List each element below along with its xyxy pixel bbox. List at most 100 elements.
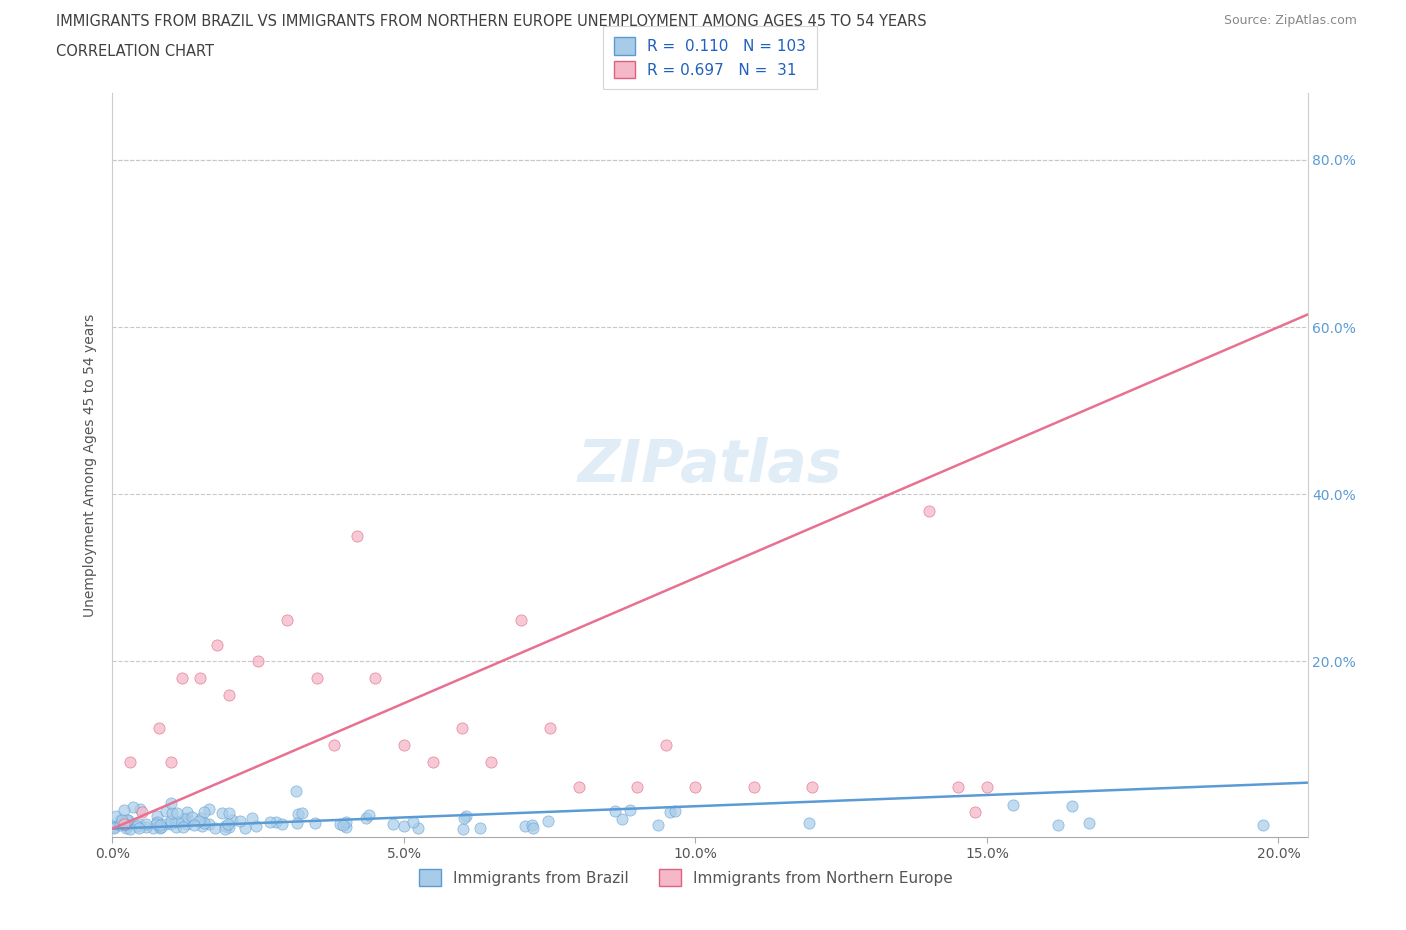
Point (422, 754, 444, 769)
Point (148, 721, 170, 736)
Point (176, 817, 198, 831)
Point (359, 808, 381, 823)
Point (180, 809, 202, 824)
Point (245, 818, 267, 833)
Legend: Immigrants from Brazil, Immigrants from Northern Europe: Immigrants from Brazil, Immigrants from … (413, 863, 959, 893)
Point (127, 818, 149, 833)
Point (129, 801, 152, 816)
Point (118, 821, 141, 836)
Point (172, 820, 194, 835)
Point (167, 815, 190, 830)
Point (335, 814, 357, 829)
Point (287, 806, 309, 821)
Point (965, 804, 987, 819)
Point (568, 779, 591, 794)
Text: IMMIGRANTS FROM BRAZIL VS IMMIGRANTS FROM NORTHERN EUROPE UNEMPLOYMENT AMONG AGE: IMMIGRANTS FROM BRAZIL VS IMMIGRANTS FRO… (56, 14, 927, 29)
Point (211, 806, 233, 821)
Point (159, 795, 181, 810)
Point (801, 779, 824, 794)
Text: CORRELATION CHART: CORRELATION CHART (56, 44, 214, 59)
Point (204, 820, 226, 835)
Point (108, 817, 131, 832)
Point (103, 820, 125, 835)
Point (176, 811, 198, 826)
Point (128, 821, 150, 836)
Point (451, 721, 474, 736)
Point (149, 820, 172, 835)
Point (509, 612, 531, 627)
Point (160, 805, 183, 820)
Point (188, 671, 211, 685)
Point (305, 671, 328, 685)
Point (173, 811, 195, 826)
Point (240, 810, 263, 825)
Point (115, 817, 138, 831)
Point (103, 819, 125, 834)
Point (218, 819, 240, 834)
Point (742, 779, 765, 794)
Point (976, 779, 998, 794)
Point (214, 821, 236, 836)
Point (354, 811, 377, 826)
Point (392, 737, 415, 752)
Text: ZIPatlas: ZIPatlas (578, 436, 842, 494)
Point (214, 819, 236, 834)
Point (335, 819, 357, 834)
Point (1251, 818, 1274, 833)
Point (626, 779, 648, 794)
Point (105, 808, 128, 823)
Point (537, 814, 560, 829)
Point (183, 817, 205, 832)
Text: Source: ZipAtlas.com: Source: ZipAtlas.com (1223, 14, 1357, 27)
Point (142, 820, 165, 835)
Point (153, 817, 176, 831)
Point (145, 817, 167, 831)
Point (188, 814, 211, 829)
Point (364, 671, 387, 685)
Point (115, 818, 138, 833)
Point (166, 805, 188, 820)
Point (515, 818, 537, 833)
Point (619, 803, 641, 817)
Point (647, 817, 669, 832)
Point (685, 779, 707, 794)
Point (229, 814, 252, 829)
Point (270, 817, 292, 831)
Point (481, 754, 503, 769)
Point (1062, 799, 1084, 814)
Point (160, 813, 183, 828)
Y-axis label: Unemployment Among Ages 45 to 54 years: Unemployment Among Ages 45 to 54 years (83, 313, 97, 617)
Point (131, 804, 153, 819)
Point (165, 819, 187, 834)
Point (112, 817, 135, 832)
Point (217, 817, 239, 831)
Point (122, 800, 145, 815)
Point (264, 815, 287, 830)
Point (128, 817, 150, 831)
Point (159, 754, 181, 769)
Point (392, 818, 415, 833)
Point (117, 813, 139, 828)
Point (406, 821, 429, 836)
Point (172, 671, 194, 685)
Point (659, 804, 682, 819)
Point (329, 817, 352, 831)
Point (522, 817, 544, 832)
Point (218, 687, 240, 702)
Point (190, 811, 212, 826)
Point (193, 816, 215, 830)
Point (304, 816, 326, 830)
Point (111, 813, 134, 828)
Point (135, 817, 157, 832)
Point (346, 528, 368, 543)
Point (218, 805, 240, 820)
Point (285, 783, 308, 798)
Point (664, 804, 686, 818)
Point (165, 814, 187, 829)
Point (1047, 817, 1070, 832)
Point (332, 817, 354, 832)
Point (233, 820, 256, 835)
Point (160, 817, 183, 831)
Point (221, 813, 243, 828)
Point (207, 637, 229, 652)
